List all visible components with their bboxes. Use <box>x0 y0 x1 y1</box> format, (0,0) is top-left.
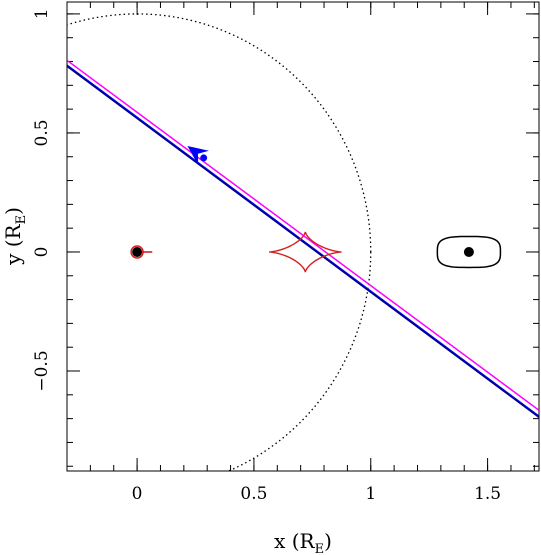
tick-labels: 0 0.5 1 1.5 −0.5 0 0.5 1 <box>32 8 501 504</box>
x-tick-label: 1.5 <box>474 484 501 504</box>
y-axis-label-main: y (R <box>1 223 25 265</box>
y-axis-label: y (RE) <box>1 207 29 266</box>
einstein-ring-circle <box>67 13 372 471</box>
tick-marks <box>67 2 539 471</box>
x-tick-label: 0 <box>132 484 143 504</box>
source-position-marker <box>200 154 208 162</box>
trajectory-arrow <box>187 146 209 166</box>
x-tick-label: 1 <box>365 484 376 504</box>
x-axis-label-close: ) <box>324 529 332 553</box>
y-tick-label: 0 <box>32 247 52 258</box>
lens-mass <box>132 246 143 257</box>
lens-mass <box>463 246 474 257</box>
critical-curve <box>436 235 502 269</box>
lens-mass-ring <box>130 245 144 259</box>
y-axis-label-close: ) <box>1 207 25 215</box>
source-trajectory-line <box>67 64 539 417</box>
y-tick-label: 1 <box>32 8 52 19</box>
central-caustic <box>269 231 342 273</box>
x-axis-label-sub: E <box>315 542 325 555</box>
y-axis-label-sub: E <box>14 215 29 225</box>
x-axis-label: x (RE) <box>274 529 332 555</box>
x-axis-label-main: x (R <box>274 529 315 553</box>
plot-frame <box>66 1 540 472</box>
x-tick-label: 0.5 <box>240 484 267 504</box>
y-tick-label: 0.5 <box>32 119 52 146</box>
plot-area <box>67 13 539 471</box>
y-tick-label: −0.5 <box>32 350 52 391</box>
source-trajectory-line <box>67 65 539 419</box>
